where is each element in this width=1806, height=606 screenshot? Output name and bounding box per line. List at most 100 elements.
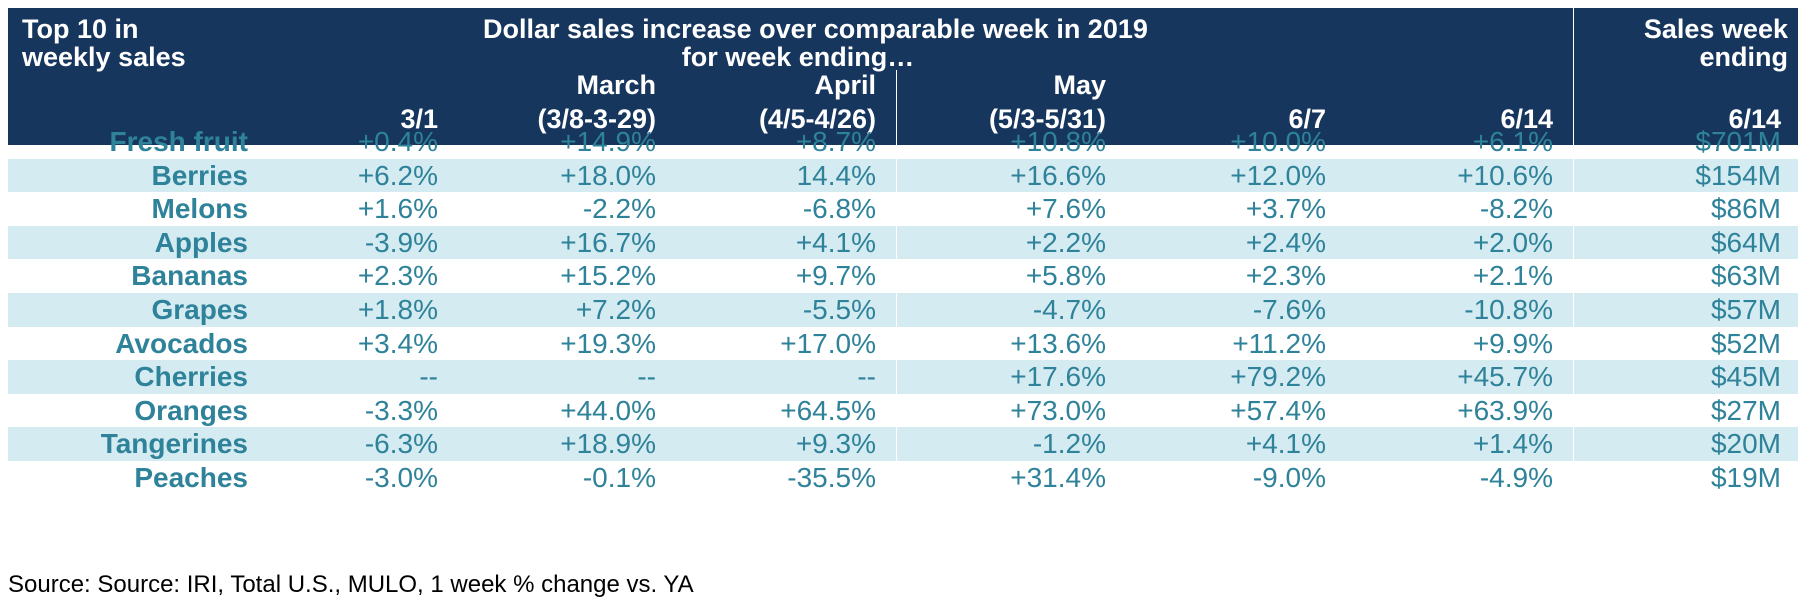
table-cell: +18.9% (560, 428, 656, 460)
table-cell: +2.4% (1245, 226, 1326, 258)
table-row: Grapes +1.8% +7.2% -5.5% -4.7% -7.6% -10.8% $57… (8, 293, 1798, 327)
table-cell: $52M (1710, 327, 1781, 359)
column-header-3-top: April (814, 70, 876, 100)
table-cell: -1.2% (1032, 428, 1106, 460)
table-cell: $19M (1710, 462, 1781, 493)
table-cell: -10.8% (1464, 294, 1553, 325)
corner-header-line-2: weekly sales (22, 42, 186, 72)
table-cell: +63.9% (1457, 394, 1553, 426)
column-header-2-bottom: (3/8-3-29) (537, 104, 656, 134)
table-cell: -7.6% (1252, 294, 1326, 325)
table-cell: -9.0% (1252, 462, 1326, 493)
table-cell: +3.4% (357, 327, 438, 359)
table-cell: +18.0% (560, 159, 656, 191)
table-cell: +44.0% (560, 394, 656, 426)
table-cell: -2.2% (582, 193, 656, 225)
table-cell: +1.8% (357, 294, 438, 325)
table-cell: +8.7% (795, 126, 876, 157)
sales-header-line-2: ending (1699, 42, 1789, 72)
table-cell: +11.2% (1232, 327, 1326, 359)
table-cell: -3.0% (364, 462, 438, 493)
table-cell: +5.8% (1025, 260, 1106, 292)
table-cell: +17.6% (1010, 361, 1106, 393)
table-cell: -8.2% (1479, 193, 1553, 225)
table-cell: $63M (1710, 260, 1781, 292)
table-cell: +19.3% (560, 327, 656, 359)
corner-header-line-1: Top 10 in (22, 14, 139, 44)
table-row: Apples -3.9% +16.7% +4.1% +2.2% +2.4% +2.0% $64… (8, 225, 1798, 260)
row-label: Peaches (134, 462, 248, 493)
table-cell: $27M (1710, 394, 1781, 426)
table-cell: $45M (1710, 361, 1781, 393)
row-label: Melons (151, 193, 248, 225)
column-header-6-bottom: 6/14 (1500, 104, 1553, 134)
table-cell: +6.2% (357, 159, 438, 191)
body-divider-may (896, 125, 897, 495)
table-cell: -4.7% (1032, 294, 1106, 325)
table-cell: -3.3% (364, 394, 438, 426)
table-cell: +3.7% (1245, 193, 1326, 225)
table-cell: +12.0% (1230, 159, 1326, 191)
group-header-line-2: for week ending… (681, 42, 915, 72)
table-row: Melons +1.6% -2.2% -6.8% +7.6% +3.7% -8.2% $86M (8, 192, 1798, 226)
column-header-3-bottom: (4/5-4/26) (758, 104, 876, 134)
column-header-5-bottom: 6/7 (1288, 104, 1326, 134)
table-row: Berries +6.2% +18.0% 14.4% +16.6% +12.0% +10.6… (8, 158, 1798, 193)
table-cell: +6.1% (1472, 126, 1553, 157)
table-row: Bananas +2.3% +15.2% +9.7% +5.8% +2.3% +2.1% $6… (8, 259, 1798, 293)
table-cell: -5.5% (802, 294, 876, 325)
table-cell: +57.4% (1230, 394, 1326, 426)
table-row: Cherries -- -- -- +17.6% +79.2% +45.7% $45M (8, 360, 1798, 394)
table-cell: +4.1% (795, 226, 876, 258)
table-cell: +79.2% (1230, 361, 1326, 393)
table-cell: $57M (1710, 294, 1781, 325)
table-cell: +2.3% (357, 260, 438, 292)
table-cell: +16.7% (560, 226, 656, 258)
table-cell: -- (637, 361, 656, 393)
header-divider-may (896, 70, 897, 145)
table-cell: -35.5% (787, 462, 876, 493)
table-cell: +10.0% (1230, 126, 1326, 157)
column-header-7-bottom: 6/14 (1728, 104, 1781, 134)
table-cell: +14.9% (560, 126, 656, 157)
group-header-line-1: Dollar sales increase over comparable we… (483, 14, 1148, 44)
table-cell: +45.7% (1457, 361, 1553, 393)
row-label: Oranges (134, 394, 248, 426)
table-cell: +16.6% (1010, 159, 1106, 191)
table-cell: +4.1% (1245, 428, 1326, 460)
body-divider-sales (1573, 125, 1574, 495)
row-label: Apples (154, 226, 248, 258)
row-label: Grapes (151, 294, 249, 325)
table-cell: +15.2% (560, 260, 656, 292)
table-cell: +0.4% (357, 126, 438, 157)
table-header: Top 10 in weekly sales Dollar sales incr… (8, 8, 1798, 145)
table-cell: +1.4% (1472, 428, 1553, 460)
column-header-4-bottom: (5/3-5/31) (988, 104, 1106, 134)
table-cell: $86M (1710, 193, 1781, 225)
row-label: Berries (151, 159, 248, 191)
row-label: Cherries (134, 361, 248, 393)
table-row: Fresh fruit +0.4% +14.9% +8.7% +10.8% +10.0% +… (8, 125, 1798, 159)
table-cell: -4.9% (1479, 462, 1553, 493)
header-divider-sales (1573, 8, 1574, 145)
table-cell: +10.6% (1457, 159, 1553, 191)
source-note: Source: Source: IRI, Total U.S., MULO, 1… (8, 571, 694, 598)
column-header-1-bottom: 3/1 (400, 104, 438, 134)
table-cell: 14.4% (796, 159, 876, 191)
table-cell: +7.6% (1025, 193, 1106, 225)
row-label: Fresh fruit (109, 126, 248, 157)
table-cell: -- (857, 361, 876, 393)
table-cell: +9.9% (1472, 327, 1553, 359)
sales-header-line-1: Sales week (1643, 14, 1788, 44)
table-cell: +10.8% (1010, 126, 1106, 157)
row-label: Tangerines (100, 428, 248, 460)
table-row: Tangerines -6.3% +18.9% +9.3% -1.2% +4.1% +1.4… (8, 427, 1798, 461)
table-cell: +7.2% (575, 294, 656, 325)
table-cell: +2.2% (1025, 226, 1106, 258)
table-cell: -- (419, 361, 438, 393)
table-cell: $154M (1695, 159, 1781, 191)
table-row: Peaches -3.0% -0.1% -35.5% +31.4% -9.0% -4.9% $… (8, 461, 1798, 495)
table-cell: -6.3% (364, 428, 438, 460)
table-cell: +2.0% (1472, 226, 1553, 258)
table-cell: +1.6% (357, 193, 438, 225)
